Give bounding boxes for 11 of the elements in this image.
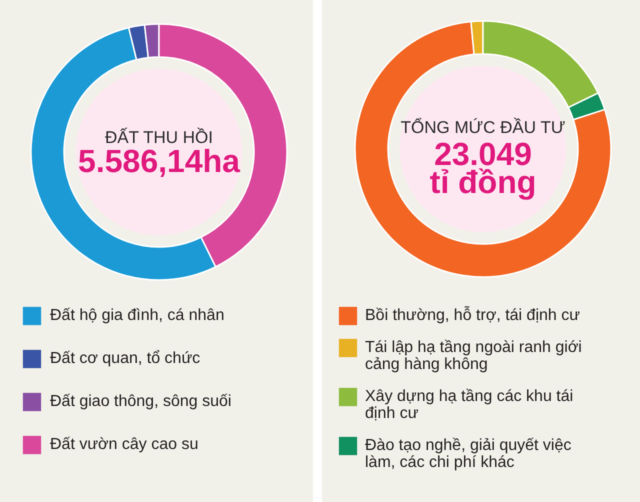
legend-label: Đào tạo nghề, giải quyết việc làm, các chi phí khác	[365, 437, 572, 471]
legend-label: Tái lập hạ tầng ngoài ranh giới cảng hàng không	[365, 339, 582, 373]
text: TỔNG MỨC ĐẦU TƯ	[400, 117, 566, 137]
legend-label: Xây dựng hạ tầng các khu tái định cư	[365, 388, 574, 422]
legend-label: Đất hộ gia đình, cá nhân	[50, 307, 224, 324]
legend-label: Đất giao thông, sông suối	[50, 393, 232, 410]
legend-label: Đất cơ quan, tổ chức	[50, 350, 200, 367]
donut-slice	[354, 20, 612, 278]
legend-label: Bồi thường, hỗ trợ, tái định cư	[365, 306, 580, 324]
text: 23.049 tỉ đồng	[430, 136, 536, 200]
legend-label: Đất vườn cây cao su	[50, 436, 198, 453]
